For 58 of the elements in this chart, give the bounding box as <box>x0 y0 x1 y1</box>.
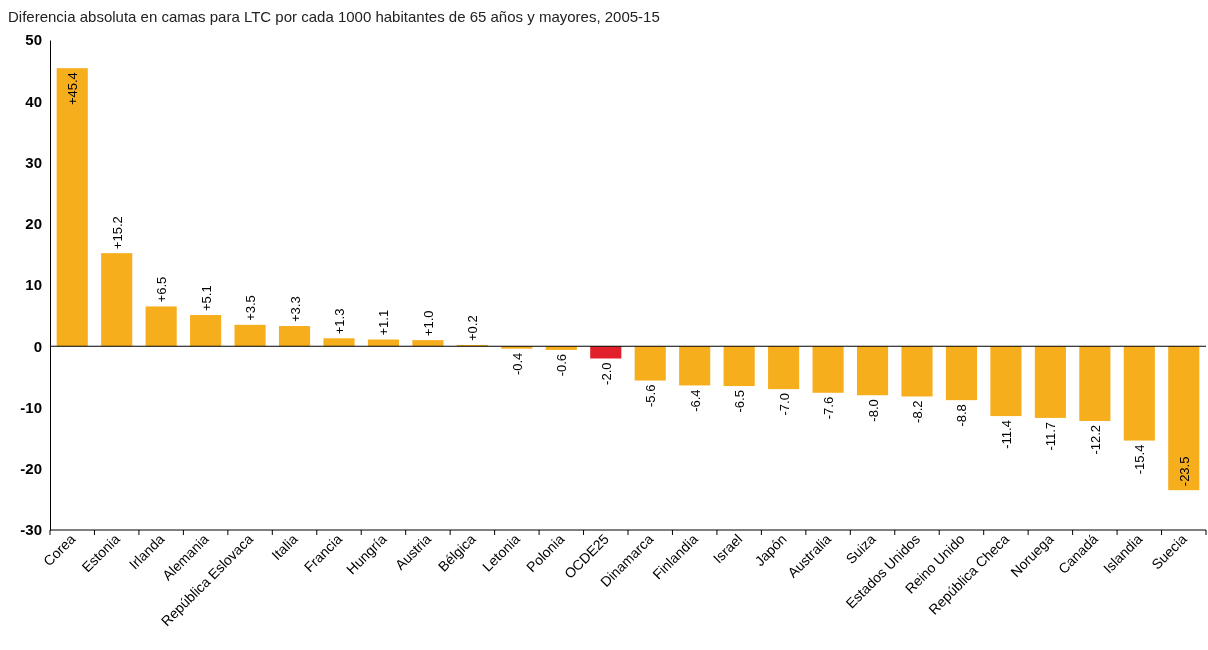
data-label: -6.4 <box>687 389 703 412</box>
y-tick-label: 10 <box>25 276 42 294</box>
bar <box>412 340 444 347</box>
y-tick-label: 50 <box>25 31 42 49</box>
data-label: +15.2 <box>109 216 125 250</box>
data-label: +1.1 <box>376 309 392 336</box>
data-label: -8.8 <box>954 404 970 427</box>
bar <box>1168 346 1200 491</box>
bar <box>945 346 978 401</box>
y-tick-label: 20 <box>25 215 42 233</box>
data-label: -6.5 <box>732 390 748 413</box>
bar <box>1079 346 1111 421</box>
chart-title: Diferencia absoluta en camas para LTC por cada 1000 habitantes de 65 años y mayores, 2005-15 <box>8 8 660 25</box>
data-label: +5.1 <box>198 285 214 312</box>
data-label: +0.2 <box>465 315 481 342</box>
y-tick-label: 0 <box>33 337 42 355</box>
data-label: +1.3 <box>332 308 347 335</box>
bar <box>901 346 933 397</box>
data-label: -8.0 <box>865 399 881 422</box>
data-label: -23.5 <box>1176 456 1192 487</box>
data-label: -2.0 <box>598 362 614 385</box>
data-label: -15.4 <box>1132 444 1148 475</box>
bar <box>190 315 222 347</box>
data-label: -0.4 <box>509 352 525 376</box>
y-tick-label: 30 <box>25 153 42 171</box>
y-tick-label: -20 <box>20 460 42 478</box>
bar <box>56 68 88 347</box>
y-tick-label: -10 <box>20 398 42 416</box>
data-label: -0.6 <box>554 353 570 377</box>
data-label: -5.6 <box>643 384 659 407</box>
bar <box>990 346 1022 417</box>
bar <box>634 346 666 381</box>
bar <box>145 306 177 347</box>
data-label: -8.2 <box>910 400 925 423</box>
bar <box>812 346 844 393</box>
y-tick-label: -30 <box>20 521 42 539</box>
bar <box>234 324 266 347</box>
bar <box>590 346 622 359</box>
bar <box>101 253 133 347</box>
data-label: -7.0 <box>776 393 792 416</box>
bar <box>1034 346 1066 418</box>
bar <box>278 326 311 347</box>
data-label: +6.5 <box>154 276 170 303</box>
bar <box>723 346 755 387</box>
data-label: -11.7 <box>1043 421 1059 451</box>
bar <box>768 346 800 390</box>
data-label: +3.3 <box>287 296 303 323</box>
data-label: +3.5 <box>243 295 259 321</box>
bar <box>679 346 711 386</box>
bar <box>1123 346 1155 441</box>
bar <box>856 346 889 396</box>
data-label: -12.2 <box>1087 424 1103 455</box>
y-tick-label: 40 <box>25 92 42 110</box>
data-label: -7.6 <box>821 396 837 420</box>
data-label: -11.4 <box>998 420 1014 449</box>
data-label: +1.0 <box>420 310 436 337</box>
data-label: +45.4 <box>65 72 81 106</box>
bar <box>323 338 355 347</box>
